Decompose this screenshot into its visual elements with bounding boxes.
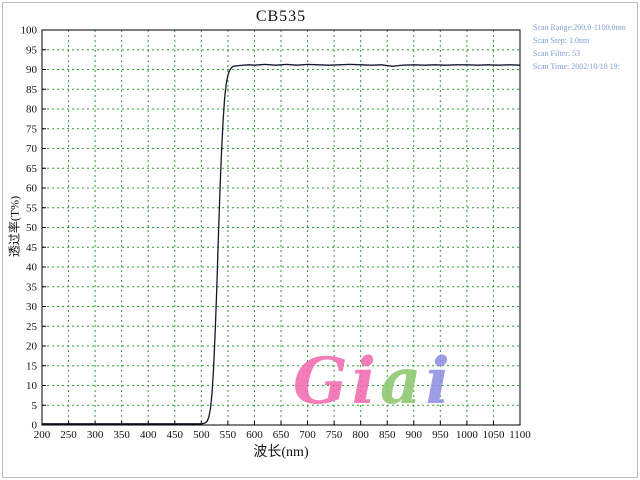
y-tick-label: 45 (26, 242, 38, 254)
x-tick-label: 800 (352, 429, 369, 441)
x-tick-label: 1100 (509, 429, 531, 441)
x-tick-label: 250 (60, 429, 77, 441)
y-tick-label: 40 (26, 262, 38, 274)
scan-info-line: Scan Range:200.0-1100.0nm (533, 23, 626, 32)
y-tick-label: 50 (26, 222, 38, 234)
chart-title: CB535 (255, 8, 307, 25)
x-tick-label: 1000 (456, 429, 479, 441)
y-tick-label: 15 (26, 360, 38, 372)
x-tick-label: 700 (299, 429, 316, 441)
y-tick-label: 80 (26, 104, 38, 116)
scan-info-line: Scan Filter: 53 (533, 49, 581, 58)
x-tick-label: 650 (273, 429, 290, 441)
y-tick-label: 75 (26, 123, 38, 135)
y-tick-label: 35 (26, 281, 38, 293)
x-tick-label: 200 (34, 429, 51, 441)
x-tick-label: 300 (87, 429, 104, 441)
y-tick-label: 0 (32, 420, 38, 432)
y-axis-label: 透过率(T%) (7, 195, 22, 258)
y-tick-label: 70 (26, 143, 38, 155)
x-tick-label: 450 (167, 429, 184, 441)
y-tick-label: 25 (26, 321, 38, 333)
x-tick-label: 1050 (482, 429, 505, 441)
transmission-curve (42, 63, 521, 425)
x-tick-label: 950 (432, 429, 449, 441)
x-axis-label: 波长(nm) (253, 445, 309, 460)
y-tick-label: 10 (26, 380, 38, 392)
scan-info-line: Scan Time: 2002/10/18 19: (533, 62, 620, 71)
x-tick-label: 900 (406, 429, 423, 441)
y-tick-label: 65 (26, 163, 38, 175)
x-tick-label: 500 (193, 429, 210, 441)
x-tick-label: 550 (220, 429, 237, 441)
y-tick-label: 90 (26, 64, 38, 76)
y-tick-label: 5 (32, 400, 38, 412)
y-tick-label: 30 (26, 301, 38, 313)
y-tick-label: 95 (26, 44, 38, 56)
scan-info: Scan Range:200.0-1100.0nm Scan Step: 1.0… (533, 21, 637, 73)
x-tick-label: 850 (379, 429, 396, 441)
scan-info-line: Scan Step: 1.0nm (533, 36, 590, 45)
x-tick-label: 400 (140, 429, 157, 441)
x-tick-label: 600 (246, 429, 263, 441)
x-tick-label: 350 (113, 429, 130, 441)
y-tick-label: 100 (21, 25, 38, 37)
x-tick-label: 750 (326, 429, 343, 441)
y-tick-label: 60 (26, 183, 38, 195)
y-tick-label: 55 (26, 202, 38, 214)
y-tick-label: 20 (26, 341, 38, 353)
y-tick-label: 85 (26, 84, 38, 96)
